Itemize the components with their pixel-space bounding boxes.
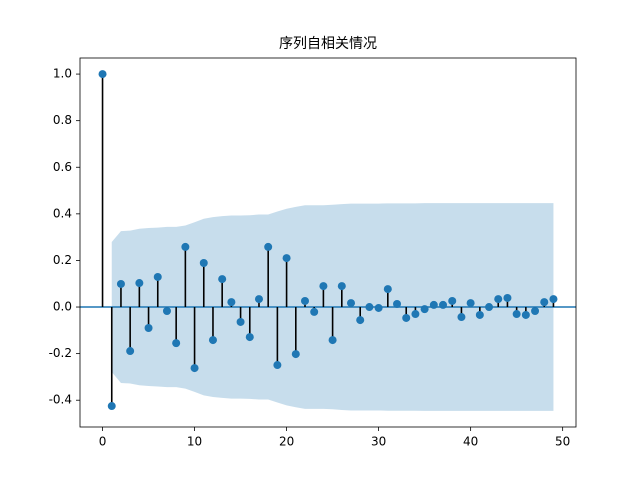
marker (291, 350, 300, 359)
marker (337, 282, 346, 291)
y-tick-label: -0.2 (49, 346, 72, 360)
x-tick-label: 30 (371, 435, 386, 449)
marker (107, 402, 116, 411)
marker (273, 361, 282, 370)
marker (328, 336, 337, 345)
marker (521, 310, 530, 319)
marker (439, 300, 448, 309)
x-tick-label: 10 (187, 435, 202, 449)
marker (98, 70, 107, 79)
y-tick-label: 0.8 (53, 113, 72, 127)
marker (254, 295, 263, 304)
marker (420, 305, 429, 314)
marker (485, 303, 494, 312)
marker (218, 275, 227, 284)
marker (190, 364, 199, 373)
marker (172, 339, 181, 348)
y-tick-label: 0.2 (53, 253, 72, 267)
marker (494, 295, 503, 304)
marker (448, 296, 457, 305)
chart-title: 序列自相关情况 (279, 36, 377, 52)
marker (512, 310, 521, 319)
marker (429, 300, 438, 309)
marker (411, 310, 420, 319)
marker (116, 279, 125, 288)
y-tick-label: 0.0 (53, 300, 72, 314)
x-tick-label: 50 (555, 435, 570, 449)
marker (549, 295, 558, 304)
marker (126, 347, 135, 356)
y-tick-label: 1.0 (53, 67, 72, 81)
marker (457, 313, 466, 322)
marker (208, 336, 217, 345)
marker (310, 307, 319, 316)
marker (181, 242, 190, 251)
marker (236, 317, 245, 326)
marker (402, 313, 411, 322)
marker (162, 306, 171, 315)
marker (227, 298, 236, 307)
marker (199, 259, 208, 267)
marker (475, 310, 484, 319)
marker (153, 272, 162, 281)
marker (245, 333, 254, 342)
marker (531, 306, 540, 315)
marker (374, 303, 383, 312)
marker (393, 300, 402, 308)
y-tick-label: -0.4 (49, 393, 72, 407)
marker (503, 293, 512, 302)
marker (264, 242, 273, 251)
x-tick-label: 0 (99, 435, 107, 449)
marker (282, 254, 291, 263)
x-tick-label: 40 (463, 435, 478, 449)
marker (144, 323, 153, 332)
y-tick-label: 0.4 (53, 206, 72, 220)
marker (319, 282, 328, 291)
marker (466, 299, 475, 308)
x-tick-label: 20 (279, 435, 294, 449)
marker (347, 299, 356, 308)
marker (383, 285, 392, 294)
marker (540, 298, 549, 307)
y-tick-label: 0.6 (53, 160, 72, 174)
marker (300, 296, 309, 305)
marker (356, 316, 365, 325)
axes-frame (79, 57, 577, 428)
marker (135, 279, 144, 288)
marker (365, 303, 374, 312)
